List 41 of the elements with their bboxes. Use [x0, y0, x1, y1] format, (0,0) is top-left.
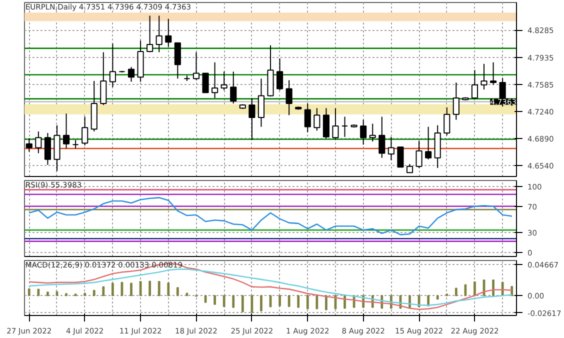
candlestick — [314, 108, 320, 132]
candlestick — [26, 138, 32, 152]
candlestick — [248, 98, 256, 140]
candlestick — [165, 18, 172, 48]
candlestick — [444, 106, 450, 136]
candlestick — [341, 116, 348, 138]
line-series — [28, 262, 513, 310]
candlestick — [378, 116, 386, 158]
candlestick — [146, 15, 154, 53]
candlestick — [156, 15, 162, 53]
candlestick — [220, 71, 228, 91]
candlestick — [471, 70, 478, 100]
candlestick — [425, 126, 432, 160]
candlestick — [322, 108, 330, 139]
candlestick — [192, 52, 200, 81]
candlestick — [276, 58, 284, 91]
candlestick — [35, 130, 42, 154]
candlestick — [230, 71, 237, 104]
candlestick — [82, 116, 88, 146]
candlestick — [416, 140, 422, 168]
candlestick — [109, 43, 116, 88]
line-series — [28, 197, 513, 236]
candlestick — [369, 123, 376, 142]
candlestick — [258, 78, 264, 128]
candlestick — [490, 62, 497, 86]
candlestick — [452, 82, 460, 120]
candlestick — [212, 62, 218, 99]
candlestick — [480, 63, 488, 90]
candlestick — [304, 102, 311, 133]
candlestick — [62, 113, 70, 150]
candlestick — [388, 136, 394, 161]
candlestick — [332, 108, 339, 140]
candlestick — [100, 52, 107, 106]
candlestick — [202, 72, 209, 94]
candlestick — [360, 119, 367, 146]
candlestick — [44, 132, 51, 166]
candlestick — [174, 42, 181, 80]
candlestick — [286, 80, 292, 116]
candlestick — [128, 66, 135, 82]
line-series — [28, 268, 513, 306]
candlestick — [397, 146, 404, 168]
